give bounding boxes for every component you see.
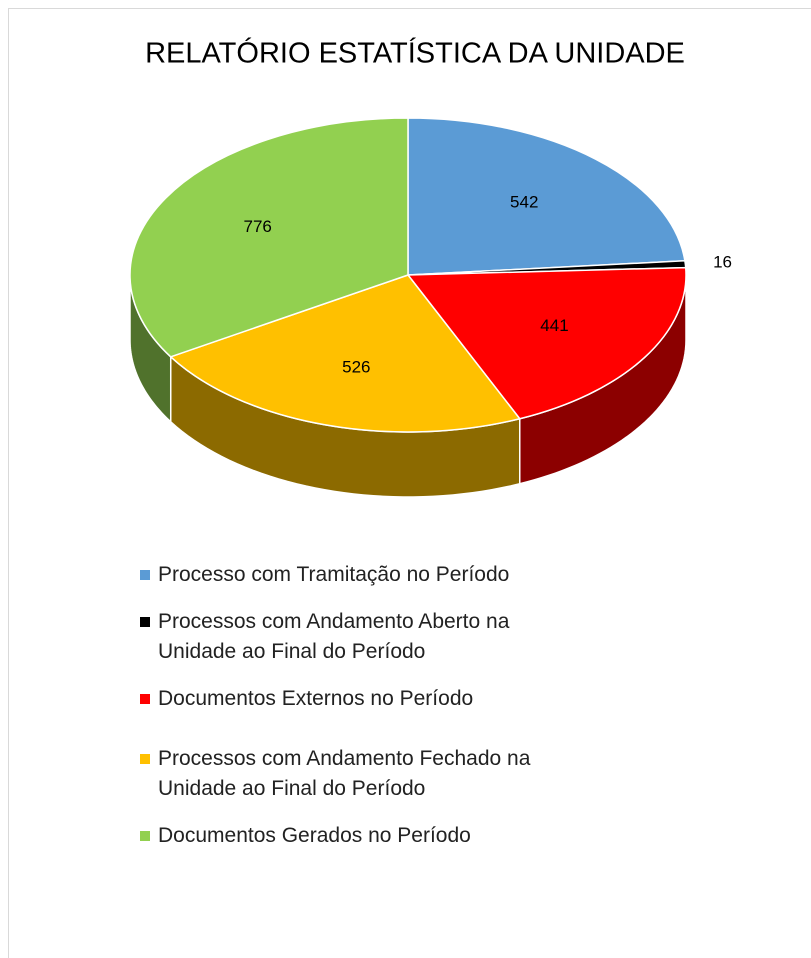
data-label: 542 bbox=[510, 193, 538, 212]
chart-frame bbox=[8, 8, 811, 958]
slice bbox=[129, 117, 409, 358]
legend-label: Documentos Gerados no Período bbox=[158, 824, 471, 847]
legend-item: Documentos Gerados no Período bbox=[140, 821, 560, 851]
data-label: 526 bbox=[342, 357, 370, 376]
legend-swatch bbox=[140, 617, 150, 627]
legend: Processo com Tramitação no Período Proces… bbox=[140, 560, 560, 868]
legend-item: Processos com Andamento Aberto na Unidad… bbox=[140, 607, 560, 667]
chart-title: RELATÓRIO ESTATÍSTICA DA UNIDADE bbox=[145, 37, 685, 70]
data-label: 776 bbox=[243, 217, 271, 236]
legend-swatch bbox=[140, 570, 150, 580]
legend-swatch bbox=[140, 831, 150, 841]
data-label: 441 bbox=[540, 316, 568, 335]
legend-item: Processos com Andamento Fechado na Unida… bbox=[140, 744, 560, 804]
legend-label: Processo com Tramitação no Período bbox=[158, 563, 510, 586]
legend-label: Processos com Andamento Aberto na Unidad… bbox=[158, 610, 510, 663]
slice bbox=[407, 117, 686, 276]
slice bbox=[169, 274, 522, 433]
legend-swatch bbox=[140, 754, 150, 764]
slice bbox=[406, 266, 687, 420]
legend-item: Processo com Tramitação no Período bbox=[140, 560, 560, 590]
legend-item: Documentos Externos no Período bbox=[140, 684, 560, 714]
legend-swatch bbox=[140, 694, 150, 704]
legend-label: Processos com Andamento Fechado na Unida… bbox=[158, 747, 531, 800]
data-label: 16 bbox=[713, 253, 732, 272]
legend-label: Documentos Externos no Período bbox=[158, 687, 474, 710]
